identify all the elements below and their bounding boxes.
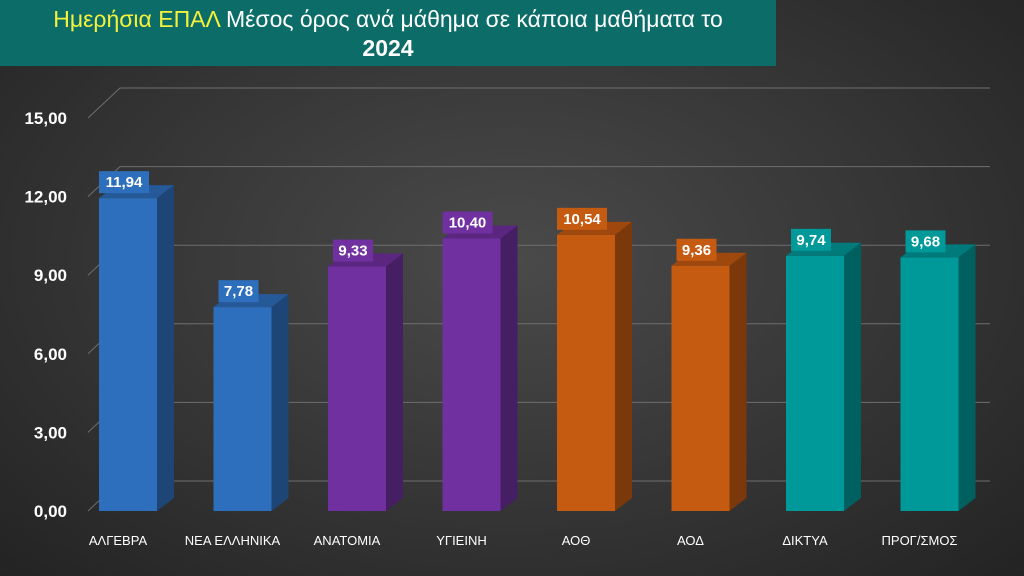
bar: [900, 257, 959, 511]
data-label: 9,33: [338, 243, 367, 260]
y-tick-label: 15,00: [24, 109, 67, 128]
bar-group: 9,74: [786, 228, 861, 511]
chart-title-year: 2024: [362, 35, 414, 61]
bar-group: 10,54: [557, 207, 632, 512]
bars: 11,94 7,78 9,33 10,40 10,54 9,36 9,74 9,68: [99, 171, 976, 512]
bar-group: 11,94: [99, 171, 174, 511]
x-tick-label: ΥΓΙΕΙΝΗ: [436, 533, 487, 548]
data-label-box: [557, 207, 607, 230]
chart-title-main: Μέσος όρος ανά μάθημα σε κάποια μαθήματα…: [219, 6, 723, 32]
bar-side: [844, 242, 861, 511]
chart-title: Ημερήσια ΕΠΑΛ Μέσος όρος ανά μάθημα σε κ…: [0, 0, 776, 66]
data-label: 9,74: [796, 232, 826, 249]
x-tick-label: ΑΛΓΕΒΡΑ: [89, 533, 148, 548]
bar: [328, 266, 386, 511]
data-label-box: [99, 171, 149, 194]
gridline: [87, 166, 990, 197]
x-tick-label: ΑΝΑΤΟΜΙΑ: [314, 533, 381, 548]
data-label: 9,68: [911, 233, 940, 250]
data-label: 10,40: [449, 215, 487, 232]
bar: [213, 307, 272, 511]
bar-side: [500, 225, 518, 511]
y-axis: 0,00 3,00 6,00 9,00 12,00 15,00: [24, 109, 67, 521]
gridline: [87, 87, 990, 119]
data-label: 10,54: [563, 211, 601, 228]
y-tick-label: 0,00: [34, 502, 67, 521]
data-label-box: [791, 228, 831, 251]
bar: [442, 238, 501, 511]
data-label: 7,78: [224, 283, 253, 300]
y-tick-label: 3,00: [34, 423, 67, 442]
bar: [99, 198, 157, 511]
data-label-box: [218, 280, 259, 303]
bar-side: [958, 244, 976, 511]
bar-group: 9,36: [671, 238, 747, 511]
bar-side: [386, 253, 403, 511]
bar-group: 7,78: [213, 280, 289, 511]
bar-group: 9,68: [900, 230, 976, 511]
y-tick-label: 9,00: [34, 266, 67, 285]
x-tick-label: ΑΟΔ: [677, 533, 704, 548]
x-tick-label: ΝΕΑ ΕΛΛΗΝΙΚΑ: [185, 533, 281, 548]
data-label-box: [333, 239, 373, 262]
chart-title-highlight: Ημερήσια ΕΠΑΛ: [53, 6, 220, 32]
bar: [671, 265, 730, 511]
y-tick-label: 12,00: [24, 188, 67, 207]
data-label-box: [905, 230, 946, 253]
x-tick-label: ΠΡΟΓ/ΣΜΟΣ: [882, 533, 958, 548]
bar-side: [615, 221, 632, 512]
bar-group: 9,33: [328, 239, 403, 511]
data-label: 11,94: [106, 174, 143, 191]
bar-side: [729, 252, 747, 511]
bar-side: [157, 185, 174, 511]
x-tick-label: ΔΙΚΤΥΑ: [782, 533, 828, 548]
bar-side: [271, 294, 289, 511]
bar-group: 10,40: [442, 211, 518, 511]
data-label-box: [676, 238, 717, 261]
bar: [557, 234, 615, 512]
data-label-box: [442, 211, 493, 234]
bar: [786, 255, 844, 511]
y-tick-label: 6,00: [34, 345, 67, 364]
x-axis: ΑΛΓΕΒΡΑ ΝΕΑ ΕΛΛΗΝΙΚΑ ΑΝΑΤΟΜΙΑ ΥΓΙΕΙΝΗ ΑΟΘ ΑΟΔ…: [89, 533, 958, 548]
data-label: 9,36: [682, 242, 711, 259]
x-tick-label: ΑΟΘ: [562, 533, 591, 548]
